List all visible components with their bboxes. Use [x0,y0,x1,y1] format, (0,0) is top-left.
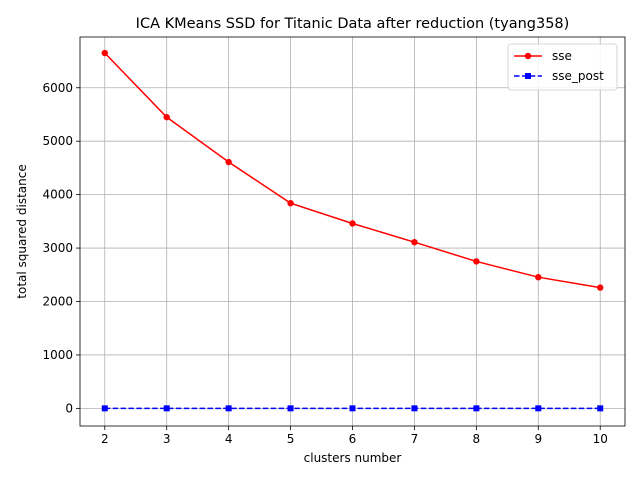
legend-marker [525,73,531,79]
legend: sse sse_post [507,43,618,91]
x-tick-label: 2 [101,432,109,446]
legend-label-sse: sse [552,49,572,63]
data-point [349,220,356,227]
data-point [287,405,294,412]
x-tick-label: 9 [534,432,542,446]
data-point [163,405,170,412]
legend-marker [524,52,532,60]
y-tick-label: 2000 [42,294,73,308]
y-tick-label: 4000 [42,188,73,202]
y-tick-label: 6000 [42,81,73,95]
x-tick-label: 5 [287,432,295,446]
data-point [101,405,108,412]
x-axis-label: clusters number [304,451,402,465]
series-layer [101,49,604,412]
data-point [473,405,480,412]
x-axis-ticks: 2 3 4 5 6 7 8 9 10 [101,426,608,446]
data-point [597,405,604,412]
data-point [101,49,108,57]
x-tick-label: 4 [225,432,233,446]
data-point [535,405,542,412]
data-point [225,405,232,412]
data-point [349,405,356,412]
legend-label-sse_post: sse_post [552,69,604,83]
data-point [535,273,542,281]
x-tick-label: 6 [349,432,357,446]
x-tick-label: 3 [163,432,171,446]
x-tick-label: 8 [473,432,481,446]
data-point [163,113,170,121]
chart-title: ICA KMeans SSD for Titanic Data after re… [136,16,570,32]
data-point [597,284,604,291]
data-point [225,158,232,166]
data-point [411,405,418,412]
y-tick-label: 3000 [42,241,73,255]
data-point [473,258,480,265]
y-tick-label: 5000 [42,134,73,148]
y-tick-label: 1000 [42,348,73,362]
y-axis-label: total squared distance [15,164,29,298]
data-point [411,238,418,246]
data-point [287,199,294,207]
x-tick-label: 7 [411,432,419,446]
y-tick-label: 0 [65,401,73,415]
y-axis-ticks: 0 1000 2000 3000 4000 5000 6000 [42,81,80,415]
x-tick-label: 10 [593,432,608,446]
series-sse [101,49,604,291]
series-sse_post [101,405,604,412]
